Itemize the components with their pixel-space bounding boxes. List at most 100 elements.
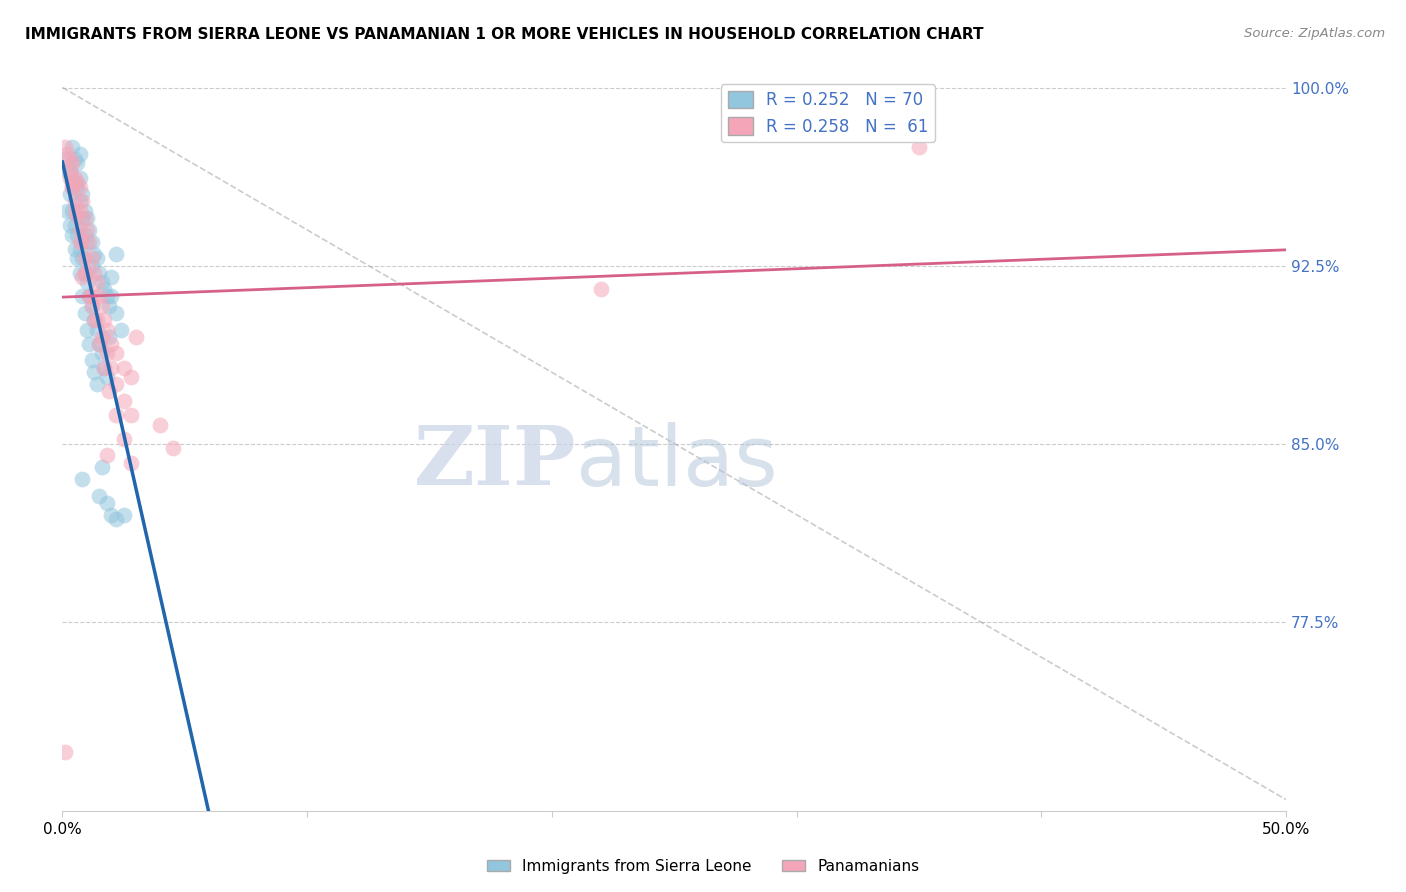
Point bbox=[69, 235, 91, 249]
Point bbox=[59, 170, 82, 185]
Text: IMMIGRANTS FROM SIERRA LEONE VS PANAMANIAN 1 OR MORE VEHICLES IN HOUSEHOLD CORRE: IMMIGRANTS FROM SIERRA LEONE VS PANAMANI… bbox=[25, 27, 984, 42]
Point bbox=[70, 252, 93, 266]
Point bbox=[105, 377, 128, 392]
Point bbox=[162, 442, 184, 456]
Point bbox=[93, 360, 115, 375]
Point bbox=[60, 176, 83, 190]
Point bbox=[83, 246, 105, 260]
Point bbox=[59, 218, 82, 232]
Point bbox=[110, 323, 132, 337]
Point bbox=[76, 223, 98, 237]
Point bbox=[56, 163, 79, 178]
Point bbox=[589, 282, 612, 296]
Point bbox=[96, 496, 118, 510]
Legend: R = 0.252   N = 70, R = 0.258   N =  61: R = 0.252 N = 70, R = 0.258 N = 61 bbox=[721, 84, 935, 143]
Point bbox=[90, 460, 112, 475]
Point bbox=[90, 275, 112, 289]
Point bbox=[70, 211, 93, 225]
Point bbox=[63, 170, 86, 185]
Point bbox=[90, 299, 112, 313]
Point bbox=[70, 289, 93, 303]
Point bbox=[70, 472, 93, 486]
Point bbox=[100, 336, 122, 351]
Point bbox=[60, 156, 83, 170]
Point bbox=[69, 223, 91, 237]
Point bbox=[89, 266, 111, 280]
Text: ZIP: ZIP bbox=[413, 422, 576, 502]
Point bbox=[53, 745, 76, 759]
Point bbox=[76, 323, 98, 337]
Point bbox=[66, 209, 89, 223]
Point bbox=[83, 313, 105, 327]
Point bbox=[98, 299, 121, 313]
Point bbox=[83, 365, 105, 379]
Point bbox=[100, 270, 122, 285]
Point bbox=[59, 152, 82, 166]
Point bbox=[80, 235, 103, 249]
Point bbox=[76, 211, 98, 225]
Point bbox=[69, 147, 91, 161]
Point bbox=[53, 140, 76, 154]
Point bbox=[112, 360, 135, 375]
Point bbox=[105, 346, 128, 360]
Point bbox=[63, 194, 86, 209]
Point bbox=[79, 235, 101, 249]
Point bbox=[63, 203, 86, 218]
Point bbox=[79, 289, 101, 303]
Point bbox=[93, 313, 115, 327]
Point bbox=[86, 323, 108, 337]
Point bbox=[93, 282, 115, 296]
Point bbox=[76, 266, 98, 280]
Point bbox=[120, 456, 142, 470]
Point bbox=[69, 266, 91, 280]
Point bbox=[96, 323, 118, 337]
Point bbox=[70, 235, 93, 249]
Text: Source: ZipAtlas.com: Source: ZipAtlas.com bbox=[1244, 27, 1385, 40]
Point bbox=[98, 330, 121, 344]
Point bbox=[93, 360, 115, 375]
Point bbox=[69, 180, 91, 194]
Point bbox=[105, 512, 128, 526]
Point bbox=[70, 270, 93, 285]
Point bbox=[83, 266, 105, 280]
Point bbox=[53, 152, 76, 166]
Point bbox=[63, 218, 86, 232]
Point bbox=[112, 508, 135, 522]
Point bbox=[60, 180, 83, 194]
Point bbox=[63, 176, 86, 190]
Point bbox=[73, 211, 96, 225]
Point bbox=[90, 330, 112, 344]
Point bbox=[80, 289, 103, 303]
Point bbox=[105, 408, 128, 422]
Point bbox=[69, 242, 91, 256]
Point bbox=[76, 275, 98, 289]
Point bbox=[105, 306, 128, 320]
Point bbox=[120, 408, 142, 422]
Point bbox=[73, 203, 96, 218]
Point bbox=[96, 370, 118, 384]
Point bbox=[79, 289, 101, 303]
Point bbox=[66, 156, 89, 170]
Point bbox=[89, 336, 111, 351]
Point bbox=[69, 194, 91, 209]
Point bbox=[86, 313, 108, 327]
Point bbox=[63, 152, 86, 166]
Point bbox=[112, 393, 135, 408]
Point bbox=[59, 163, 82, 178]
Point bbox=[83, 313, 105, 327]
Point bbox=[908, 140, 931, 154]
Point bbox=[76, 235, 98, 249]
Point bbox=[66, 252, 89, 266]
Point bbox=[66, 180, 89, 194]
Point bbox=[73, 266, 96, 280]
Point bbox=[90, 346, 112, 360]
Point bbox=[80, 252, 103, 266]
Point bbox=[112, 432, 135, 446]
Point bbox=[70, 194, 93, 209]
Point bbox=[59, 163, 82, 178]
Point bbox=[98, 384, 121, 399]
Point bbox=[66, 227, 89, 242]
Point bbox=[56, 147, 79, 161]
Point bbox=[80, 299, 103, 313]
Point bbox=[125, 330, 148, 344]
